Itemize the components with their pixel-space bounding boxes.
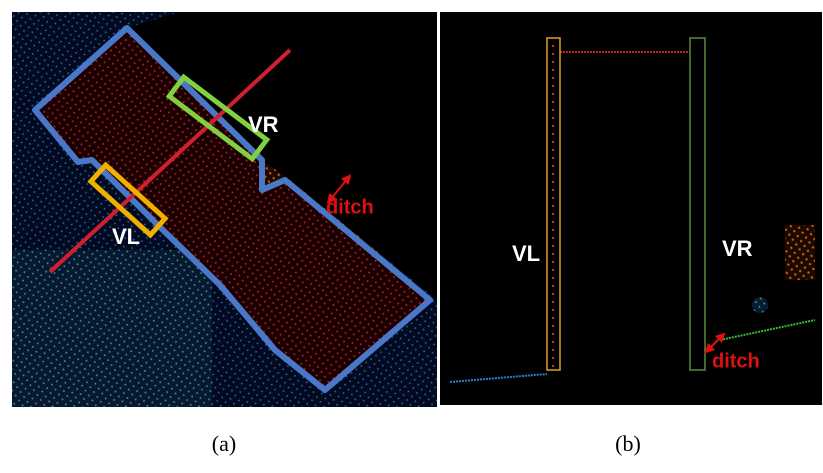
background [440,12,822,405]
label-vl: VL [112,224,140,249]
tree-points [785,225,815,280]
label-vr: VR [248,112,279,137]
caption: (b) [615,431,641,456]
label-ditch: ditch [326,196,374,218]
panel-b: VL VR ditch [440,12,822,405]
label-vr: VR [722,236,753,261]
label-vl: VL [512,241,540,266]
panel-a: VR VL ditch [12,12,437,407]
caption: (a) [212,431,236,456]
figure: VR VL ditch VL VR ditch (a) (b) [0,0,823,473]
shrub-points [752,297,768,313]
vegetation [12,250,212,407]
label-ditch: ditch [712,350,760,372]
